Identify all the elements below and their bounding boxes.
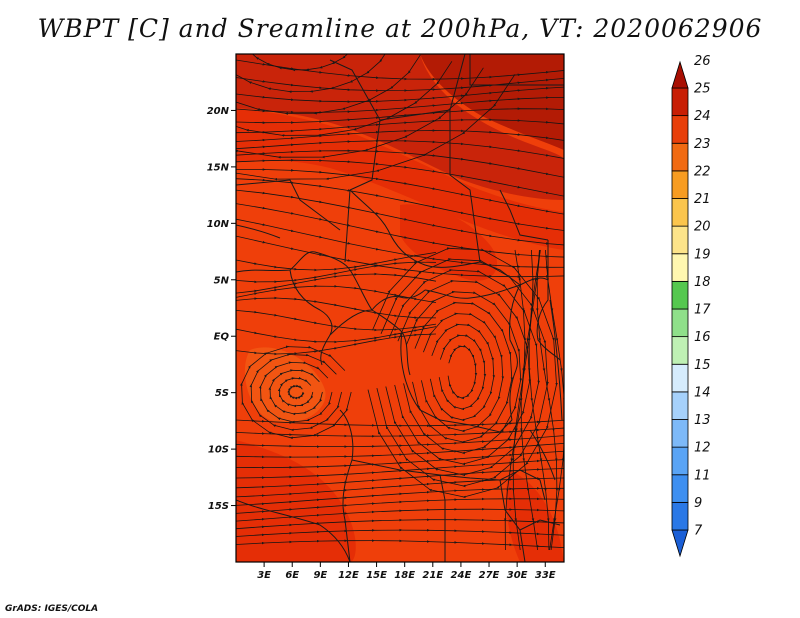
- streamline: [236, 539, 564, 548]
- colorbar-label: 11: [694, 468, 711, 483]
- lat-tick-label: 15S: [208, 501, 229, 512]
- colorbar-label: 23: [694, 137, 711, 152]
- colorbar-label: 15: [694, 358, 711, 373]
- colorbar-segment: [671, 363, 689, 393]
- map-frame: [235, 53, 565, 563]
- colorbar-label: 19: [694, 247, 711, 262]
- colorbar-label: 17: [694, 303, 711, 318]
- lon-tick-label: 12E: [338, 570, 359, 581]
- latitude-axis: 20N 15N 10N 5N EQ 5S 10S 15S: [207, 106, 236, 512]
- lon-tick-label: 24E: [451, 570, 472, 581]
- lat-tick-label: EQ: [214, 332, 230, 343]
- longitude-axis: 3E 6E 9E 12E 15E 18E 21E 24E 27E 30E 33E: [257, 562, 556, 581]
- lat-tick-label: 5N: [214, 275, 230, 286]
- lat-tick-label: 10N: [207, 219, 230, 230]
- colorbar-segment: [671, 280, 689, 310]
- colorbar-segment: [671, 115, 689, 144]
- lat-tick-label: 20N: [207, 106, 230, 117]
- colorbar-label: 9: [694, 496, 702, 511]
- colorbar-segment: [671, 198, 689, 227]
- streamline: [236, 528, 564, 537]
- colorbar-min-arrow: [671, 529, 689, 558]
- colorbar-label: 7: [694, 524, 703, 539]
- streamline: [545, 249, 564, 551]
- lat-tick-label: 5S: [215, 388, 229, 399]
- lon-tick-label: 3E: [257, 570, 271, 581]
- map-panel: [236, 54, 564, 562]
- lon-tick-label: 15E: [366, 570, 387, 581]
- colorbar-label: 25: [694, 82, 711, 97]
- lon-tick-label: 21E: [422, 570, 443, 581]
- colorbar-max-arrow: [671, 60, 689, 89]
- colorbar-segment: [671, 308, 689, 338]
- streamlines: [236, 54, 564, 551]
- colorbar-label: 22: [694, 164, 711, 179]
- lon-tick-label: 18E: [394, 570, 415, 581]
- colorbar-label: 12: [694, 441, 711, 456]
- colorbar-label: 24: [694, 109, 711, 124]
- colorbar-segment: [671, 501, 689, 531]
- colorbar-segment: [671, 142, 689, 172]
- colorbar-segment: [671, 87, 689, 117]
- country-borders: [236, 54, 564, 562]
- colorbar-segment: [671, 336, 689, 365]
- colorbar-segment: [671, 170, 689, 199]
- lat-tick-label: 15N: [207, 162, 230, 173]
- colorbar-segment: [671, 253, 689, 282]
- colorbar-label: 20: [694, 220, 711, 235]
- streamline: [236, 74, 516, 181]
- lon-tick-label: 6E: [285, 570, 299, 581]
- colorbar-segment: [671, 474, 689, 503]
- colorbar-segment: [671, 391, 689, 420]
- colorbar-label: 26: [694, 54, 711, 69]
- colorbar-label: 16: [694, 330, 711, 345]
- lon-tick-label: 30E: [507, 570, 528, 581]
- colorbar-segment: [671, 446, 689, 476]
- colorbar-label: 21: [694, 192, 711, 207]
- colorbar-label: 14: [694, 385, 711, 400]
- colorbar-label: 13: [694, 413, 711, 428]
- lon-tick-label: 33E: [535, 570, 556, 581]
- colorbar: 7 9 11 12 13 14 15 16 17 18 19 20 21 22 23 24 25 26: [671, 54, 711, 558]
- lat-tick-label: 10S: [208, 445, 229, 456]
- map-title: WBPT [C] and Sreamline at 200hPa, VT: 20…: [37, 14, 763, 43]
- lon-tick-label: 9E: [313, 570, 327, 581]
- lon-tick-label: 27E: [479, 570, 500, 581]
- colorbar-segment: [671, 419, 689, 448]
- grads-credit: GrADS: IGES/COLA: [5, 604, 99, 614]
- colorbar-segment: [671, 225, 689, 255]
- colorbar-label: 18: [694, 275, 711, 290]
